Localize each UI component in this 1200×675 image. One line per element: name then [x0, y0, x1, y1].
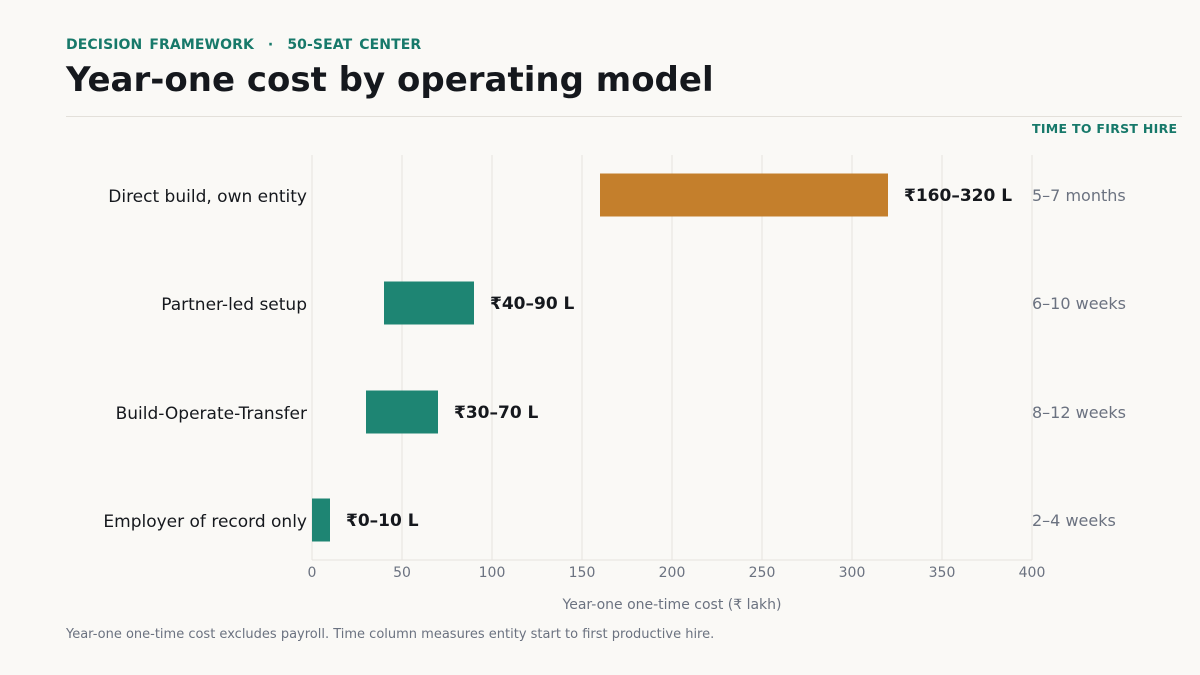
x-tick-label: 50 — [393, 565, 411, 581]
time-column-header: TIME TO FIRST HIRE — [1032, 121, 1178, 136]
data-label: ₹40–90 L — [490, 294, 575, 314]
x-tick-label: 100 — [479, 565, 506, 581]
footnote: Year-one one-time cost excludes payroll.… — [66, 627, 715, 642]
range-bar — [384, 281, 474, 325]
data-label: ₹160–320 L — [904, 186, 1012, 206]
x-tick-label: 300 — [839, 565, 866, 581]
x-tick-label: 250 — [749, 565, 776, 581]
range-bar — [600, 173, 888, 217]
title-divider — [66, 116, 1182, 117]
category-label: Direct build, own entity — [108, 187, 307, 207]
category-label: Build-Operate-Transfer — [116, 404, 307, 424]
range-bar — [312, 498, 330, 542]
category-label: Employer of record only — [103, 512, 307, 532]
range-bar — [366, 390, 438, 434]
data-label: ₹0–10 L — [346, 511, 419, 531]
eyebrow-right: 50-SEAT CENTER — [287, 37, 422, 53]
x-tick-label: 150 — [569, 565, 596, 581]
eyebrow: DECISION FRAMEWORK · 50-SEAT CENTER — [66, 37, 421, 53]
page-title: Year-one cost by operating model — [66, 60, 714, 100]
time-to-first-hire-value: 5–7 months — [1032, 186, 1126, 205]
category-label: Partner-led setup — [161, 295, 307, 315]
x-tick-label: 400 — [1019, 565, 1046, 581]
time-to-first-hire-value: 2–4 weeks — [1032, 511, 1116, 530]
time-to-first-hire-value: 8–12 weeks — [1032, 403, 1126, 422]
x-tick-label: 200 — [659, 565, 686, 581]
x-tick-label: 0 — [308, 565, 317, 581]
eyebrow-left: DECISION FRAMEWORK — [66, 37, 254, 53]
time-to-first-hire-value: 6–10 weeks — [1032, 294, 1126, 313]
data-label: ₹30–70 L — [454, 403, 539, 423]
x-axis-title: Year-one one-time cost (₹ lakh) — [562, 597, 782, 613]
x-tick-label: 350 — [929, 565, 956, 581]
eyebrow-separator: · — [267, 37, 274, 53]
